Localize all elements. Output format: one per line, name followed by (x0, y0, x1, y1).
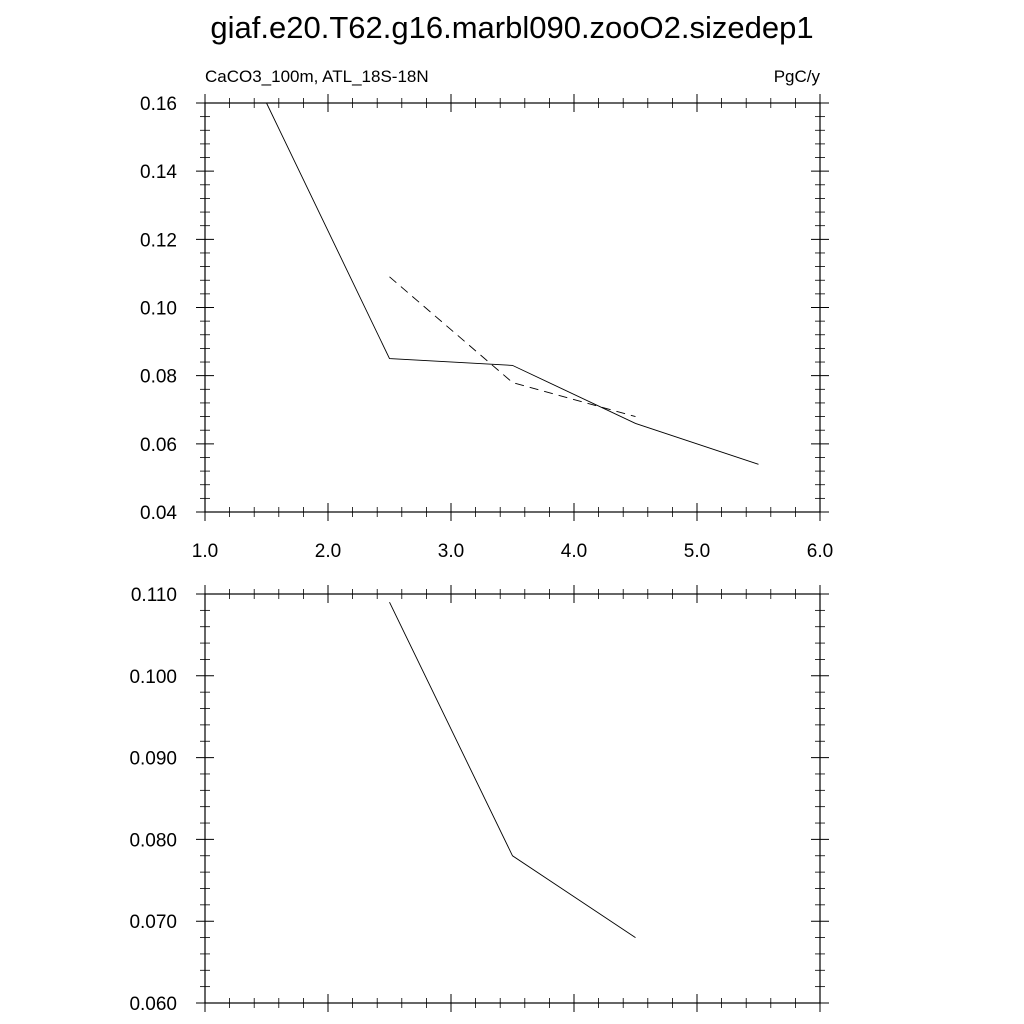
top-panel: CaCO3_100m, ATL_18S-18N PgC/y 0.04 0.06 0.… (140, 67, 833, 562)
series-line-solid (266, 102, 759, 465)
x-tick-label: 2.0 (315, 541, 341, 562)
panel-unit-label: PgC/y (774, 67, 821, 86)
plot-frame (204, 593, 821, 1004)
chart-title: giaf.e20.T62.g16.marbl090.zooO2.sizedep1 (210, 10, 813, 45)
y-tick-label: 0.110 (131, 585, 177, 606)
y-tick-label: 0.10 (140, 299, 177, 320)
bottom-panel: 0.060 0.070 0.080 0.090 0.100 0.110 (129, 585, 829, 1015)
x-tick-label: 4.0 (561, 541, 587, 562)
series-line-dashed (389, 276, 636, 418)
x-tick-label: 3.0 (438, 541, 464, 562)
y-tick-label: 0.12 (140, 230, 177, 251)
y-tick-label: 0.100 (129, 667, 177, 688)
x-tick-label: 6.0 (807, 541, 833, 562)
y-tick-label: 0.14 (140, 162, 177, 183)
series-line-solid (389, 602, 636, 938)
y-tick-label: 0.090 (129, 749, 177, 770)
y-tick-label: 0.060 (129, 994, 177, 1015)
x-tick-label: 1.0 (192, 541, 218, 562)
y-tick-label: 0.08 (140, 367, 177, 388)
y-tick-label: 0.06 (140, 435, 177, 456)
y-tick-label: 0.080 (129, 830, 177, 851)
y-tick-label: 0.04 (140, 503, 177, 524)
x-tick-label: 5.0 (684, 541, 710, 562)
panel-left-label: CaCO3_100m, ATL_18S-18N (205, 67, 429, 86)
y-tick-label: 0.16 (140, 94, 177, 115)
plot-frame (204, 102, 821, 513)
y-tick-label: 0.070 (129, 912, 177, 933)
